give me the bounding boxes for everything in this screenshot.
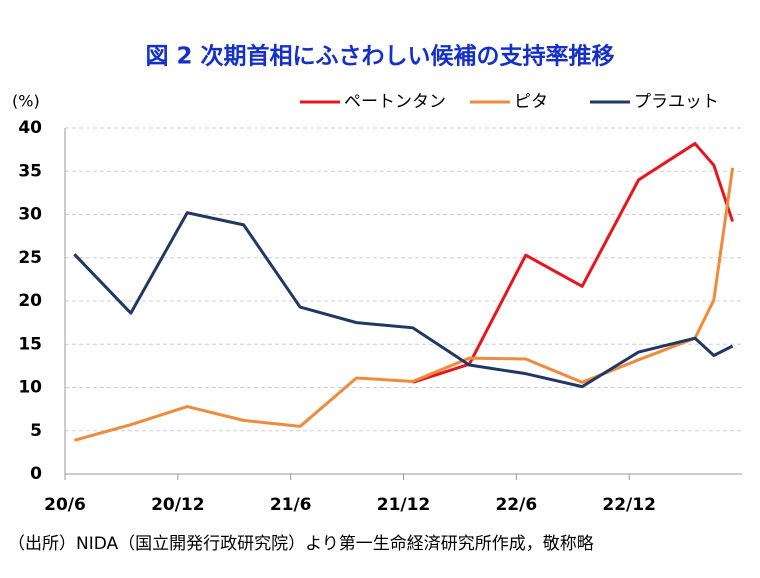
y-tick-label: 35 — [18, 161, 42, 181]
legend-label: プラユット — [634, 92, 719, 112]
series-line — [73, 211, 734, 389]
x-tick-label: 21/12 — [377, 495, 431, 515]
x-tick-label: 21/6 — [270, 495, 312, 515]
y-tick-label: 10 — [18, 378, 42, 398]
y-tick-label: 5 — [30, 421, 42, 441]
legend-label: ピタ — [514, 92, 548, 112]
chart-title: 図 2 次期首相にふさわしい候補の支持率推移 — [145, 43, 614, 70]
y-axis-label: (%) — [12, 92, 40, 111]
series-line — [412, 142, 735, 384]
y-tick-label: 25 — [18, 248, 42, 268]
x-tick-label: 20/12 — [151, 495, 205, 515]
y-tick-label: 40 — [18, 118, 42, 138]
y-tick-label: 20 — [18, 291, 42, 311]
x-tick-label: 22/12 — [602, 495, 656, 515]
y-tick-label: 15 — [18, 334, 42, 354]
x-tick-label: 22/6 — [495, 495, 537, 515]
y-tick-label: 30 — [18, 205, 42, 225]
source-note: （出所）NIDA（国立開発行政研究院）より第一生命経済研究所作成，敬称略 — [8, 534, 594, 554]
x-tick-label: 20/6 — [44, 495, 86, 515]
series-line — [74, 167, 735, 442]
y-tick-label: 0 — [30, 464, 42, 484]
legend-label: ペートンタン — [344, 92, 446, 112]
